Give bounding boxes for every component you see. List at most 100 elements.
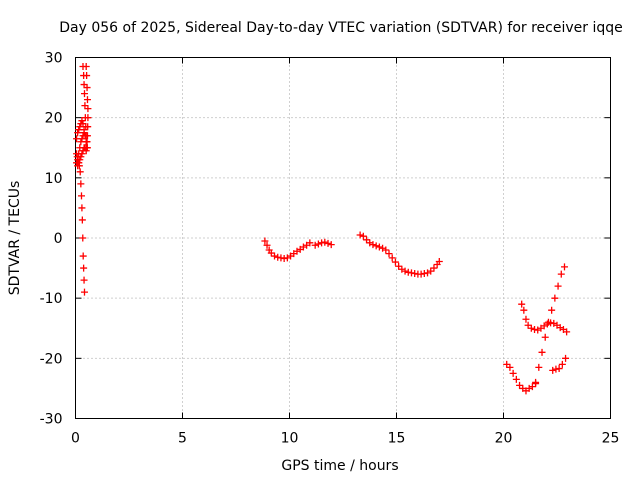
data-point bbox=[327, 241, 335, 249]
data-point bbox=[78, 135, 86, 143]
data-point bbox=[83, 96, 91, 104]
data-point bbox=[81, 144, 89, 152]
data-point bbox=[324, 239, 332, 247]
data-point bbox=[503, 360, 511, 368]
data-point bbox=[391, 258, 399, 266]
data-point bbox=[74, 162, 82, 170]
x-tick-label: 10 bbox=[281, 431, 299, 447]
data-point bbox=[83, 84, 91, 92]
data-point bbox=[385, 250, 393, 258]
data-point bbox=[516, 381, 524, 389]
y-tick-label: -20 bbox=[40, 351, 63, 367]
data-point bbox=[518, 300, 526, 308]
data-point bbox=[563, 328, 571, 336]
data-point bbox=[80, 264, 88, 272]
series-segment-22h-end bbox=[549, 354, 570, 374]
data-point bbox=[80, 129, 88, 137]
data-point bbox=[538, 348, 546, 356]
x-tick-label: 25 bbox=[602, 431, 620, 447]
y-tick-label: 10 bbox=[45, 171, 63, 187]
y-axis-label: SDTVAR / TECUs bbox=[7, 181, 23, 296]
series-early-spike-f bbox=[74, 144, 90, 170]
data-point bbox=[80, 288, 88, 296]
data-point bbox=[359, 232, 367, 240]
data-point bbox=[82, 138, 90, 146]
data-point bbox=[79, 120, 87, 128]
x-tick-label: 15 bbox=[388, 431, 406, 447]
data-series bbox=[73, 63, 571, 395]
data-point bbox=[388, 254, 396, 262]
data-point bbox=[395, 262, 403, 270]
data-point bbox=[382, 246, 390, 254]
data-point bbox=[527, 324, 535, 332]
data-point bbox=[555, 365, 563, 373]
data-point bbox=[520, 306, 528, 314]
data-point bbox=[548, 306, 556, 314]
data-point bbox=[535, 363, 543, 371]
y-tick-label: 20 bbox=[45, 111, 63, 127]
y-tick-label: 30 bbox=[45, 51, 63, 67]
data-point bbox=[509, 369, 517, 377]
data-point bbox=[557, 270, 565, 278]
data-point bbox=[76, 156, 84, 164]
x-tick-label: 20 bbox=[495, 431, 513, 447]
data-point bbox=[314, 240, 322, 248]
data-point bbox=[532, 378, 540, 386]
data-point bbox=[528, 383, 536, 391]
data-point bbox=[81, 132, 89, 140]
data-point bbox=[267, 249, 275, 257]
data-point bbox=[78, 117, 86, 125]
data-point bbox=[76, 123, 84, 131]
data-point bbox=[554, 282, 562, 290]
data-point bbox=[372, 242, 380, 250]
data-point bbox=[263, 241, 271, 249]
data-point bbox=[435, 257, 443, 265]
y-tick-label: -30 bbox=[40, 412, 63, 428]
data-point bbox=[82, 147, 90, 155]
series-segment-21h-rise bbox=[532, 263, 568, 386]
data-point bbox=[369, 241, 377, 249]
data-point bbox=[311, 241, 319, 249]
data-point bbox=[79, 234, 87, 242]
data-point bbox=[356, 231, 364, 239]
data-point bbox=[84, 105, 92, 113]
y-tick-label: -10 bbox=[40, 291, 63, 307]
data-point bbox=[401, 267, 409, 275]
x-tick-label: 5 bbox=[178, 431, 187, 447]
data-point bbox=[81, 102, 89, 110]
y-tick-label: 0 bbox=[54, 231, 63, 247]
data-point bbox=[78, 216, 86, 224]
data-point bbox=[543, 320, 551, 328]
data-point bbox=[541, 333, 549, 341]
data-point bbox=[77, 180, 85, 188]
data-point bbox=[78, 150, 86, 158]
data-point bbox=[74, 129, 82, 137]
series-segment-13h bbox=[356, 231, 443, 278]
data-point bbox=[84, 123, 92, 131]
data-point bbox=[321, 238, 329, 246]
grid bbox=[75, 57, 611, 419]
chart-title: Day 056 of 2025, Sidereal Day-to-day VTE… bbox=[59, 20, 623, 36]
data-point bbox=[375, 243, 383, 251]
data-point bbox=[551, 294, 559, 302]
data-point bbox=[75, 159, 83, 167]
data-point bbox=[506, 363, 514, 371]
data-point bbox=[77, 153, 85, 161]
data-point bbox=[427, 267, 435, 275]
series-segment-9h bbox=[261, 237, 314, 262]
data-point bbox=[79, 252, 87, 260]
data-point bbox=[261, 237, 269, 245]
x-tick-labels: 0 5 10 15 20 25 bbox=[71, 431, 619, 447]
data-point bbox=[76, 168, 84, 176]
x-axis-label: GPS time / hours bbox=[281, 458, 398, 474]
data-point bbox=[80, 90, 88, 98]
axis-ticks bbox=[75, 57, 611, 419]
data-point bbox=[560, 263, 568, 271]
data-point bbox=[77, 192, 85, 200]
data-point bbox=[80, 276, 88, 284]
series-segment-20h-dip bbox=[503, 360, 540, 395]
data-point bbox=[558, 360, 566, 368]
data-point bbox=[78, 204, 86, 212]
data-point bbox=[80, 81, 88, 89]
